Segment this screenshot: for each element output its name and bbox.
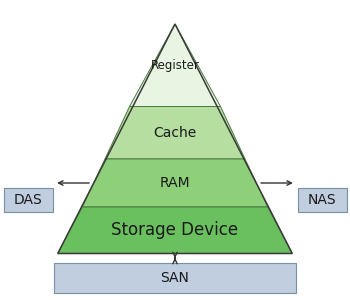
FancyBboxPatch shape <box>4 188 52 212</box>
Text: SAN: SAN <box>161 271 189 284</box>
FancyBboxPatch shape <box>54 262 296 292</box>
Polygon shape <box>82 159 268 207</box>
Text: NAS: NAS <box>308 193 336 206</box>
Text: Cache: Cache <box>153 126 197 140</box>
FancyBboxPatch shape <box>298 188 346 212</box>
Text: Register: Register <box>150 59 200 72</box>
Text: RAM: RAM <box>160 176 190 190</box>
Polygon shape <box>58 207 292 253</box>
Text: Storage Device: Storage Device <box>111 221 239 239</box>
Polygon shape <box>130 24 220 106</box>
Polygon shape <box>105 106 245 159</box>
Text: DAS: DAS <box>14 193 42 206</box>
